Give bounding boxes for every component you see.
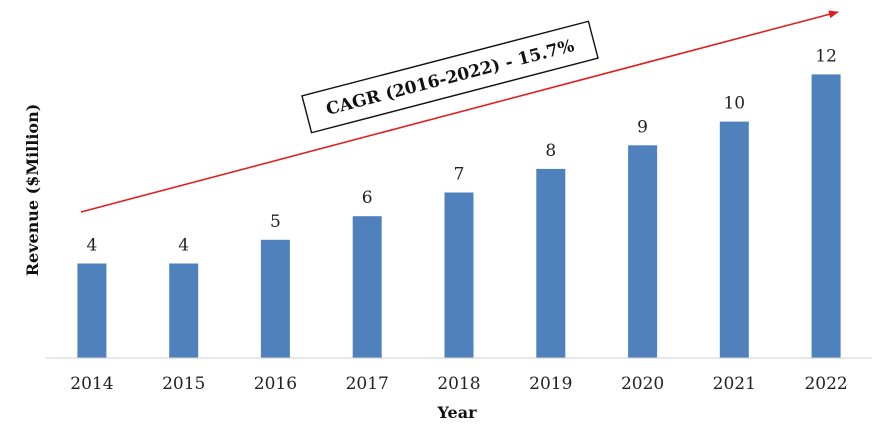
data-label-2020: 9 xyxy=(637,117,648,137)
x-tick-2015: 2015 xyxy=(162,374,205,394)
bar-2018 xyxy=(444,192,474,358)
bar-2020 xyxy=(628,145,658,358)
x-tick-2022: 2022 xyxy=(804,374,847,394)
cagr-trend-arrow xyxy=(80,10,839,213)
data-label-2017: 6 xyxy=(362,188,373,208)
bar-2021 xyxy=(719,121,749,358)
data-label-2018: 7 xyxy=(454,165,465,185)
x-tick-2017: 2017 xyxy=(346,374,389,394)
x-tick-labels-group: 2014 2015 2016 2017 2018 2019 2020 2021 2022 xyxy=(70,374,847,394)
data-label-2019: 8 xyxy=(545,141,556,161)
x-axis-title: Year xyxy=(436,403,477,422)
cagr-callout: CAGR (2016-2022) - 15.7% xyxy=(301,20,599,134)
bars-group xyxy=(77,74,841,359)
bar-2017 xyxy=(352,216,382,358)
x-tick-2019: 2019 xyxy=(529,374,572,394)
x-tick-2016: 2016 xyxy=(254,374,297,394)
bar-2022 xyxy=(811,74,841,359)
x-tick-2014: 2014 xyxy=(70,374,113,394)
bar-2015 xyxy=(169,263,199,358)
data-label-2015: 4 xyxy=(178,236,189,256)
x-tick-2020: 2020 xyxy=(621,374,664,394)
cagr-label: CAGR (2016-2022) - 15.7% xyxy=(324,36,576,120)
bar-2014 xyxy=(77,263,107,358)
bar-2016 xyxy=(260,239,290,358)
data-label-2016: 5 xyxy=(270,212,281,232)
bar-2019 xyxy=(536,168,566,358)
data-labels-group: 4 4 5 6 7 8 9 10 12 xyxy=(86,46,836,255)
x-tick-2018: 2018 xyxy=(437,374,480,394)
data-label-2014: 4 xyxy=(86,236,97,256)
data-label-2022: 12 xyxy=(815,46,837,66)
cagr-box xyxy=(301,20,599,134)
data-label-2021: 10 xyxy=(723,94,745,114)
x-tick-2021: 2021 xyxy=(713,374,756,394)
y-axis-title: Revenue ($Million) xyxy=(23,104,42,277)
